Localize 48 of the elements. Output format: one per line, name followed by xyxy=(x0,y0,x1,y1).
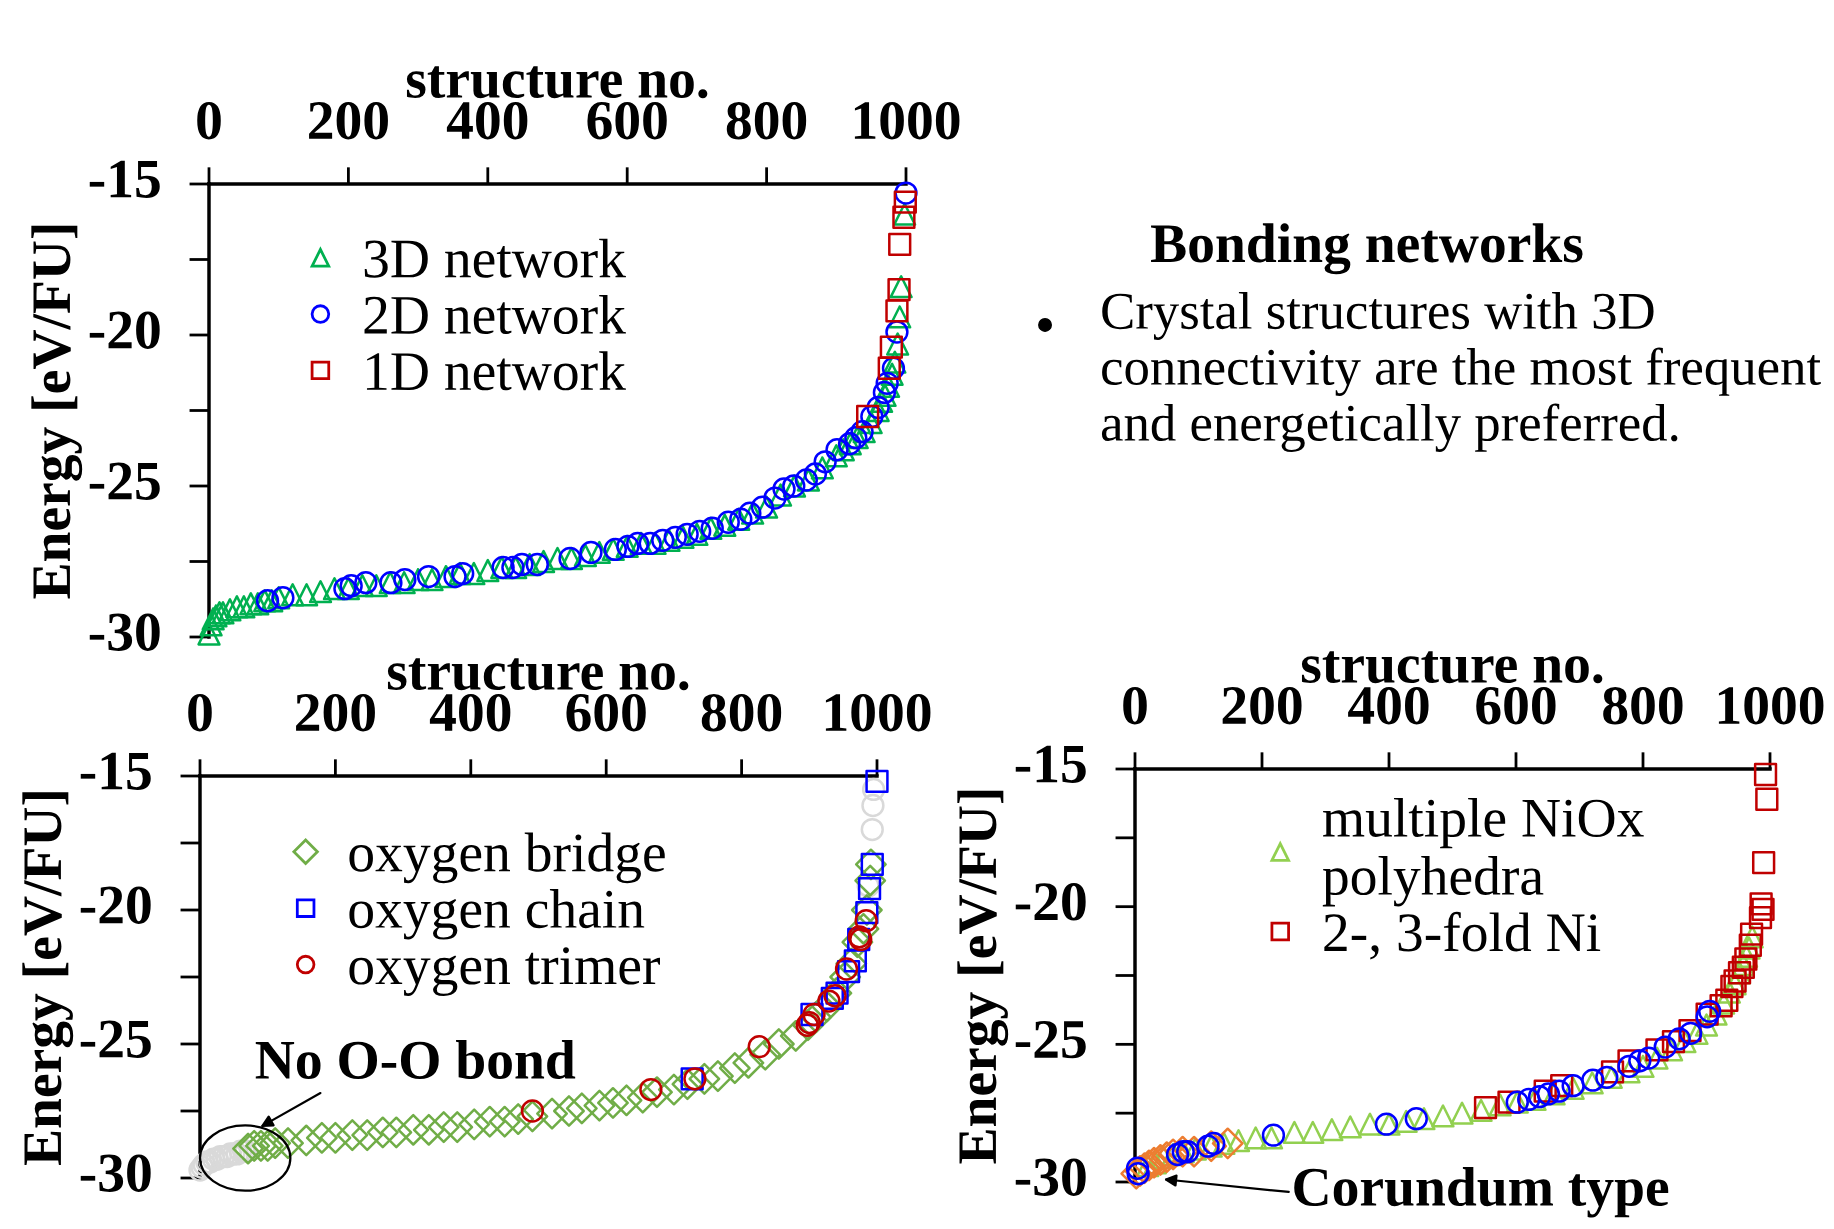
x-tick-label: 1000 xyxy=(1718,686,1824,725)
x-tick-label: 400 xyxy=(429,693,511,732)
x-tick-label: 1000 xyxy=(854,101,960,140)
text: Bonding networks xyxy=(1151,223,1583,275)
y-tick-label: -15 xyxy=(89,160,160,198)
x-axis-title: structure no. xyxy=(387,658,689,691)
y-axis-title: Energy [eV/FU] xyxy=(22,792,74,1166)
y-tick-label: -15 xyxy=(80,752,151,790)
x-tick-label: 600 xyxy=(587,101,667,140)
x-tick-label: 800 xyxy=(726,101,807,140)
x-tick-label: 0 xyxy=(188,693,212,732)
legend-label: 2D network xyxy=(364,294,626,335)
x-tick-label: 600 xyxy=(566,693,646,732)
legend-label: 2-, 3-fold Ni xyxy=(1324,911,1601,960)
text: Crystal structures with 3D connectivity are the most frequent and energetically preferred. xyxy=(1101,292,1821,452)
y-tick-label: -30 xyxy=(80,1154,151,1192)
legend-label: oxygen chain xyxy=(349,889,645,940)
annotation: No O-O bond xyxy=(255,1039,576,1079)
x-tick-label: 600 xyxy=(1476,686,1556,725)
legend-label: multiple NiOx polyhedra xyxy=(1322,797,1644,907)
legend-label: oxygen bridge xyxy=(349,832,665,884)
x-tick-label: 800 xyxy=(1603,686,1683,725)
x-axis-title: structure no. xyxy=(406,66,708,99)
y-tick-label: -25 xyxy=(80,1020,151,1058)
annotation: Corundum type xyxy=(1294,1166,1669,1218)
y-tick-label: -15 xyxy=(1015,745,1086,783)
x-tick-label: 0 xyxy=(197,101,221,140)
legend-label: oxygen trimer xyxy=(349,947,660,997)
x-tick-label: 400 xyxy=(446,101,528,140)
y-axis-title: Energy [eV/FU] xyxy=(957,790,1009,1164)
legend-label: 1D network xyxy=(366,351,626,391)
y-tick-label: -25 xyxy=(1015,1020,1086,1059)
legend-label: 3D network xyxy=(364,238,626,278)
y-tick-label: -20 xyxy=(80,886,151,924)
y-tick-label: -30 xyxy=(89,613,160,651)
x-axis-title: structure no. xyxy=(1301,651,1603,684)
y-tick-label: -30 xyxy=(1015,1158,1086,1196)
x-tick-label: 800 xyxy=(701,693,782,732)
x-tick-label: 0 xyxy=(1123,686,1147,725)
x-tick-label: 200 xyxy=(1222,686,1302,725)
x-tick-label: 200 xyxy=(309,101,388,140)
y-tick-label: -20 xyxy=(1015,883,1086,921)
x-tick-label: 200 xyxy=(296,693,375,732)
y-tick-label: -25 xyxy=(89,462,160,500)
y-axis-title: Energy [eV/FU] xyxy=(31,225,83,599)
y-tick-label: -20 xyxy=(89,311,160,349)
x-tick-label: 1000 xyxy=(825,693,931,732)
x-tick-label: 400 xyxy=(1348,686,1429,725)
